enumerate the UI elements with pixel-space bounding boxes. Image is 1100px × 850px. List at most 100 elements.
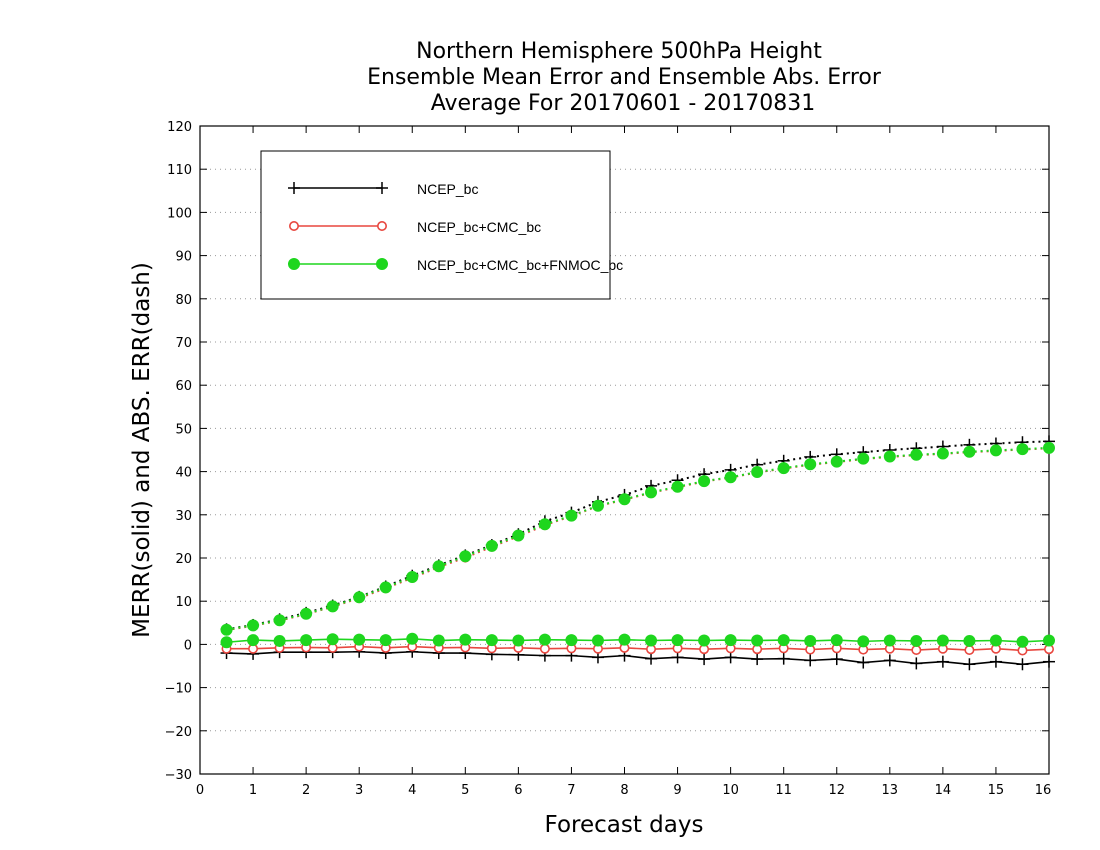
merr-point	[751, 653, 764, 666]
merr-point	[618, 633, 631, 646]
y-tick-label: 110	[167, 163, 192, 178]
y-tick-label: 80	[175, 293, 192, 308]
merr-point	[751, 634, 764, 647]
abs-err-point	[379, 581, 392, 594]
merr-point	[804, 634, 817, 647]
x-axis-label: Forecast days	[545, 812, 704, 838]
merr-point	[671, 634, 684, 647]
merr-point	[247, 634, 260, 647]
x-tick-label: 2	[302, 783, 310, 798]
abs-err-point	[751, 466, 764, 479]
x-tick-label: 4	[408, 783, 416, 798]
merr-point	[963, 658, 976, 671]
merr-point	[432, 634, 445, 647]
merr-point	[910, 634, 923, 647]
merr-point	[830, 653, 843, 666]
abs-err-point	[645, 486, 658, 499]
y-tick-label: 40	[175, 466, 192, 481]
merr-point	[989, 655, 1002, 668]
abs-err-point	[565, 509, 578, 522]
merr-point	[777, 652, 790, 665]
abs-err-point	[247, 619, 260, 632]
merr-point	[565, 634, 578, 647]
merr-point	[512, 634, 525, 647]
abs-err-point	[910, 448, 923, 461]
abs-err-point	[883, 450, 896, 463]
y-tick-label: 10	[175, 595, 192, 610]
legend-item: NCEP_bc	[288, 181, 478, 197]
merr-point	[1016, 658, 1029, 671]
abs-err-point	[830, 455, 843, 468]
y-axis-label: MERR(solid) and ABS. ERR(dash)	[129, 262, 155, 638]
x-tick-label: 15	[988, 783, 1005, 798]
abs-err-line	[226, 447, 1050, 632]
y-tick-label: 60	[175, 379, 192, 394]
y-tick-label: 50	[175, 422, 192, 437]
merr-point	[883, 634, 896, 647]
abs-err-point	[512, 529, 525, 542]
abs-err-point	[432, 560, 445, 573]
merr-point	[645, 652, 658, 665]
merr-point	[857, 656, 870, 669]
legend-marker	[288, 182, 300, 194]
x-tick-label: 8	[620, 783, 628, 798]
x-tick-label: 3	[355, 783, 363, 798]
merr-line	[226, 650, 1050, 666]
legend-label: NCEP_bc+CMC_bc	[417, 219, 541, 235]
abs-err-point	[989, 444, 1002, 457]
merr-point	[1043, 655, 1055, 668]
x-tick-label: 16	[1035, 783, 1052, 798]
merr-point	[883, 654, 896, 667]
x-tick-label: 5	[461, 783, 469, 798]
x-tick-label: 11	[775, 783, 792, 798]
legend-label: NCEP_bc+CMC_bc+FNMOC_bc	[417, 257, 623, 273]
abs-err-point	[936, 447, 949, 460]
merr-point	[353, 633, 366, 646]
merr-point	[724, 634, 737, 647]
y-tick-label: −10	[165, 682, 192, 697]
merr-line	[226, 645, 1050, 652]
y-tick-label: 120	[167, 120, 192, 135]
abs-err-point	[353, 591, 366, 604]
merr-point	[273, 634, 286, 647]
x-tick-label: 7	[567, 783, 575, 798]
merr-point	[936, 634, 949, 647]
series-2	[221, 443, 1055, 656]
abs-err-point	[963, 445, 976, 458]
series-3	[220, 441, 1055, 649]
abs-err-point	[326, 600, 339, 613]
legend-item: NCEP_bc+CMC_bc	[288, 219, 541, 235]
chart-title: Northern Hemisphere 500hPa Height Ensemb…	[367, 39, 882, 116]
abs-err-point	[273, 614, 286, 627]
merr-point	[326, 633, 339, 646]
x-tick-label: 9	[673, 783, 681, 798]
abs-err-point	[724, 471, 737, 484]
merr-point	[936, 655, 949, 668]
y-tick-label: 20	[175, 552, 192, 567]
y-tick-label: 90	[175, 250, 192, 265]
y-tick-label: −30	[165, 768, 192, 783]
merr-point	[777, 634, 790, 647]
abs-err-point	[671, 480, 684, 493]
legend: NCEP_bc NCEP_bc+CMC_bc NCEP_bc+CMC_bc+FNMO…	[260, 150, 623, 300]
merr-point	[857, 635, 870, 648]
legend-items: NCEP_bc NCEP_bc+CMC_bc NCEP_bc+CMC_bc+FNMO…	[288, 181, 623, 273]
merr-point	[485, 634, 498, 647]
series-group	[220, 435, 1055, 671]
abs-err-point	[1016, 443, 1029, 456]
series-1	[220, 435, 1055, 671]
merr-point	[671, 651, 684, 664]
merr-point	[698, 634, 711, 647]
merr-point	[964, 645, 975, 656]
abs-err-point	[618, 493, 631, 506]
x-tick-label: 14	[935, 783, 952, 798]
legend-item: NCEP_bc+CMC_bc+FNMOC_bc	[288, 257, 623, 273]
abs-err-point	[591, 499, 604, 512]
y-tick-label: −20	[165, 725, 192, 740]
abs-err-point	[1043, 441, 1055, 454]
abs-err-point	[459, 550, 472, 563]
merr-point	[220, 636, 233, 649]
x-tick-label: 0	[196, 783, 204, 798]
